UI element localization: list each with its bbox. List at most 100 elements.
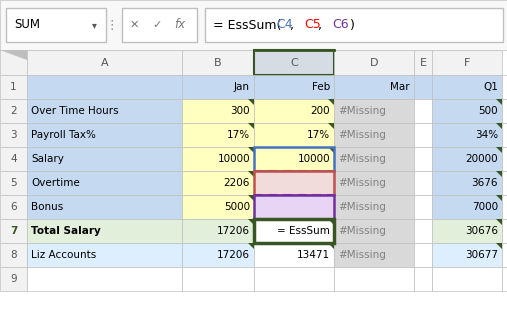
Text: Over Time Hours: Over Time Hours — [31, 106, 119, 116]
Text: F: F — [464, 57, 470, 67]
Text: C: C — [290, 57, 298, 67]
Bar — [334, 267, 414, 291]
Text: Q1: Q1 — [483, 82, 498, 92]
Text: #Missing: #Missing — [338, 226, 386, 236]
Bar — [27, 195, 182, 219]
Polygon shape — [248, 147, 254, 153]
Bar — [432, 243, 502, 267]
Bar — [432, 267, 502, 291]
Text: ✓: ✓ — [152, 20, 162, 30]
Text: Mar: Mar — [390, 82, 410, 92]
Bar — [334, 75, 414, 99]
Text: 5: 5 — [10, 178, 17, 188]
Text: C4: C4 — [276, 19, 293, 31]
Text: 20000: 20000 — [465, 154, 498, 164]
Text: ▾: ▾ — [92, 20, 97, 30]
Bar — [502, 219, 507, 243]
Bar — [0, 219, 27, 243]
Polygon shape — [496, 195, 502, 201]
Bar — [254, 219, 334, 243]
Polygon shape — [496, 147, 502, 153]
Bar — [334, 99, 414, 123]
Bar — [0, 75, 27, 99]
Bar — [414, 99, 432, 123]
Text: #Missing: #Missing — [338, 130, 386, 140]
Bar — [414, 147, 432, 171]
Polygon shape — [248, 99, 254, 105]
Bar — [334, 147, 414, 171]
Text: 2206: 2206 — [224, 178, 250, 188]
Bar — [182, 50, 254, 75]
Text: 200: 200 — [310, 106, 330, 116]
Bar — [27, 75, 182, 99]
Text: Total Salary: Total Salary — [31, 226, 101, 236]
Polygon shape — [328, 123, 334, 129]
Bar — [182, 123, 254, 147]
Bar — [432, 195, 502, 219]
Text: Payroll Tax%: Payroll Tax% — [31, 130, 96, 140]
Text: B: B — [214, 57, 222, 67]
Text: Feb: Feb — [312, 82, 330, 92]
Text: #Missing: #Missing — [338, 178, 386, 188]
Polygon shape — [328, 147, 334, 153]
Polygon shape — [328, 171, 334, 177]
Bar — [0, 147, 27, 171]
Polygon shape — [496, 243, 502, 249]
Bar — [414, 195, 432, 219]
Bar — [502, 243, 507, 267]
Text: Liz Accounts: Liz Accounts — [31, 250, 96, 260]
Bar — [432, 75, 502, 99]
Bar — [414, 171, 432, 195]
Bar — [334, 219, 414, 243]
Bar — [0, 50, 27, 75]
Text: 10000: 10000 — [218, 154, 250, 164]
Bar — [27, 171, 182, 195]
Bar — [254, 50, 334, 75]
Bar — [502, 147, 507, 171]
Bar — [205, 8, 503, 42]
Bar — [254, 195, 334, 219]
Text: 34%: 34% — [475, 130, 498, 140]
Text: = EssSum(: = EssSum( — [213, 19, 281, 31]
Bar — [414, 219, 432, 243]
Bar — [254, 147, 334, 171]
Polygon shape — [248, 171, 254, 177]
Text: 1: 1 — [10, 82, 17, 92]
Bar — [254, 267, 334, 291]
Polygon shape — [496, 123, 502, 129]
Text: 6: 6 — [10, 202, 17, 212]
Text: ,: , — [290, 19, 298, 31]
Text: 500: 500 — [479, 106, 498, 116]
Bar — [432, 123, 502, 147]
Text: E: E — [419, 57, 426, 67]
Bar — [182, 147, 254, 171]
Polygon shape — [328, 99, 334, 105]
Bar — [0, 99, 27, 123]
Bar — [414, 50, 432, 75]
Bar — [414, 75, 432, 99]
Bar — [0, 243, 27, 267]
Bar — [6, 8, 106, 42]
Bar — [414, 243, 432, 267]
Bar — [254, 171, 334, 195]
Bar — [254, 243, 334, 267]
Bar — [414, 267, 432, 291]
Text: ⋮: ⋮ — [106, 19, 118, 31]
Bar — [27, 99, 182, 123]
Text: 300: 300 — [230, 106, 250, 116]
Polygon shape — [328, 195, 334, 201]
Text: 10000: 10000 — [298, 154, 330, 164]
Text: 30677: 30677 — [465, 250, 498, 260]
Bar — [254, 99, 334, 123]
Polygon shape — [248, 219, 254, 225]
Bar — [27, 267, 182, 291]
Polygon shape — [496, 171, 502, 177]
Bar — [0, 195, 27, 219]
Bar — [502, 99, 507, 123]
Text: Jan: Jan — [234, 82, 250, 92]
Text: 1471: 1471 — [304, 178, 330, 188]
Bar — [432, 50, 502, 75]
Bar — [502, 171, 507, 195]
Polygon shape — [496, 219, 502, 225]
Bar — [432, 219, 502, 243]
